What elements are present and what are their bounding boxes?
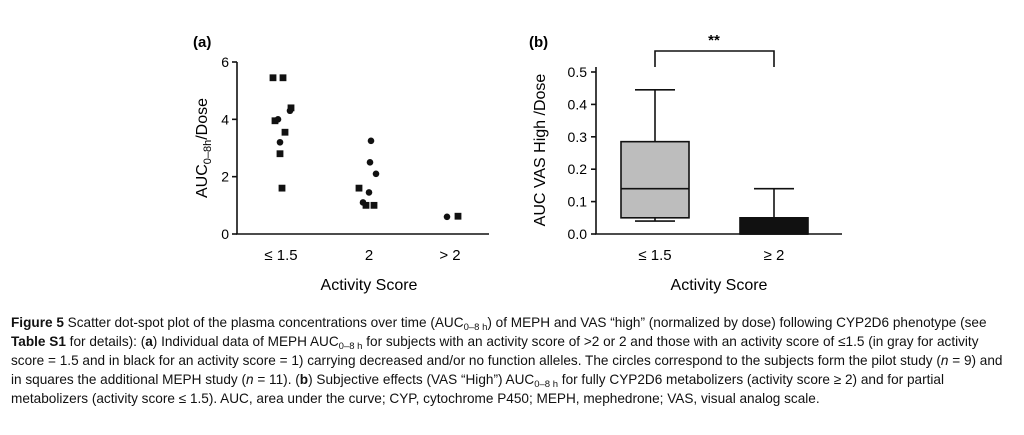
panel-b-x-ticks: ≤ 1.5 ≥ 2	[638, 247, 784, 264]
x-tick-label: ≥ 2	[764, 247, 785, 264]
data-point-square	[271, 117, 279, 125]
data-point-circle	[443, 213, 451, 221]
caption-text: for subjects with an activity score of >…	[11, 334, 979, 368]
data-point-circle	[365, 189, 373, 196]
caption-label: Figure 5	[11, 315, 64, 330]
data-point-square	[370, 201, 378, 209]
data-point-circle	[276, 138, 284, 146]
data-point-square	[281, 128, 289, 136]
y-tick-label: 6	[221, 54, 229, 70]
data-point-square	[279, 74, 287, 82]
y-tick-label: 0.0	[568, 226, 588, 242]
data-point-square	[287, 104, 295, 112]
box-iqr	[739, 217, 809, 235]
y-tick-label: 0.1	[568, 194, 588, 210]
caption-text: Scatter dot-spot plot of the plasma conc…	[63, 315, 464, 330]
y-tick-label: 0	[221, 226, 229, 242]
caption-text: ) Individual data of MEPH AUC	[152, 334, 339, 349]
panel-a-points	[269, 74, 462, 221]
y-tick-label: 0.5	[568, 64, 588, 80]
significance-bracket: **	[654, 32, 775, 67]
x-tick-label: 2	[365, 247, 373, 264]
caption-subscript: 0–8 h	[463, 322, 488, 333]
caption-n: n	[940, 353, 949, 368]
caption-table-ref: Table S1	[11, 334, 66, 349]
panel-a-label: (a)	[193, 34, 211, 51]
box-ge-2	[739, 187, 809, 235]
significance-marker: **	[708, 32, 720, 49]
y-tick-label: 4	[221, 111, 229, 127]
panel-a: (a) 0 2 4 6 ≤ 1.5 2 > 2 AUC0–8h/Dose Activity…	[193, 34, 489, 294]
data-point-square	[362, 201, 370, 209]
caption-text: for details): (	[65, 334, 146, 349]
caption-subscript: 0–8 h	[338, 341, 363, 352]
caption-text: ) of MEPH and VAS “high” (normalized by …	[487, 315, 987, 330]
data-point-circle	[367, 137, 375, 145]
data-point-square	[454, 212, 462, 220]
panel-a-x-axis-label: Activity Score	[321, 277, 418, 294]
panel-b-y-ticks: 0.0 0.1 0.2 0.3 0.4 0.5	[568, 64, 596, 242]
data-point-square	[269, 74, 277, 82]
panel-b-y-axis-label: AUC VAS High /Dose	[532, 74, 549, 227]
panel-b-boxes	[620, 89, 809, 235]
figure-5: (a) 0 2 4 6 ≤ 1.5 2 > 2 AUC0–8h/Dose Activity…	[193, 32, 842, 294]
figure-caption: Figure 5 Scatter dot-spot plot of the pl…	[11, 313, 1015, 408]
caption-subscript: 0–8 h	[534, 379, 559, 390]
data-point-square	[355, 184, 363, 192]
panel-b: (b) 0.0 0.1 0.2 0.3 0.4 0.5 ≤ 1.5 ≥ 2 AUC VAS …	[529, 32, 842, 294]
caption-panel-a-ref: a	[145, 334, 153, 349]
panel-b-label: (b)	[529, 34, 548, 51]
panel-a-x-ticks: ≤ 1.5 2 > 2	[264, 247, 460, 264]
box-le-1-5	[620, 89, 690, 222]
caption-text: for fully CYP2D6 metabolizers (activity …	[11, 372, 944, 406]
data-point-square	[278, 184, 286, 192]
x-tick-label: > 2	[439, 247, 460, 264]
panel-a-y-axis-label: AUC0–8h/Dose	[194, 98, 214, 198]
x-tick-label: ≤ 1.5	[264, 247, 297, 264]
panel-a-y-axis: 0 2 4 6	[221, 54, 238, 242]
data-point-square	[276, 150, 284, 158]
y-tick-label: 0.3	[568, 129, 588, 145]
y-tick-label: 0.4	[568, 96, 588, 112]
y-tick-label: 0.2	[568, 161, 588, 177]
caption-n: n	[246, 372, 254, 387]
box-iqr	[620, 140, 690, 219]
data-point-circle	[372, 170, 380, 178]
caption-text: = 9) and in squares the additional MEPH …	[11, 353, 1003, 387]
panel-b-x-axis-label: Activity Score	[671, 277, 768, 294]
caption-text: = 11). (	[253, 372, 300, 387]
caption-panel-b-ref: b	[299, 372, 309, 387]
x-tick-label: ≤ 1.5	[638, 247, 671, 264]
caption-text: ) Subjective effects (VAS “High”) AUC	[308, 372, 535, 387]
significance-bracket-line	[654, 50, 775, 67]
data-point-circle	[366, 159, 374, 166]
y-tick-label: 2	[221, 169, 229, 185]
